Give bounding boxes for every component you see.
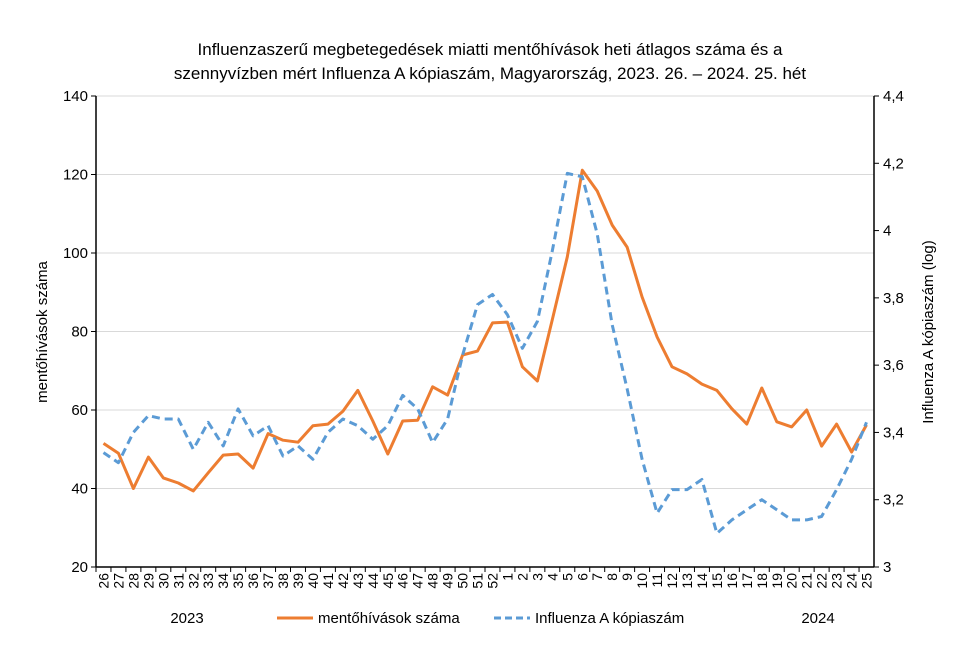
x-tick-label: 9	[619, 573, 635, 581]
x-tick-label: 51	[470, 573, 486, 589]
x-tick-label: 24	[844, 573, 860, 589]
x-tick-label: 48	[425, 573, 441, 589]
x-tick-label: 14	[694, 573, 710, 589]
x-tick-label: 22	[814, 573, 830, 589]
x-tick-label: 23	[829, 573, 845, 589]
x-tick-label: 20	[784, 573, 800, 589]
x-tick-label: 39	[290, 573, 306, 589]
legend-label-calls: mentőhívások száma	[318, 610, 460, 627]
x-tick-label: 4	[544, 573, 560, 581]
x-tick-label: 12	[664, 573, 680, 589]
x-tick-label: 44	[365, 573, 381, 589]
x-tick-label: 3	[529, 573, 545, 581]
x-tick-label: 32	[185, 573, 201, 589]
x-tick-label: 42	[335, 573, 351, 589]
x-tick-label: 45	[380, 573, 396, 589]
x-tick-label: 15	[709, 573, 725, 589]
x-tick-label: 40	[305, 573, 321, 589]
y-tick-label: 120	[63, 167, 88, 184]
y-tick-label: 80	[71, 324, 88, 341]
y2-tick-label: 4,2	[883, 155, 904, 172]
y2-tick-label: 4,4	[883, 88, 904, 105]
x-tick-label: 19	[769, 573, 785, 589]
y2-tick-label: 3,6	[883, 357, 904, 374]
x-tick-label: 17	[739, 573, 755, 589]
x-tick-label: 28	[125, 573, 141, 589]
x-tick-label: 46	[395, 573, 411, 589]
y-axis-title: mentőhívások száma	[34, 260, 51, 402]
y-tick-label: 140	[63, 88, 88, 105]
y2-axis-title: Influenza A kópiaszám (log)	[920, 240, 937, 423]
legend: mentőhívások száma Influenza A kópiaszám	[277, 610, 684, 627]
x-tick-label: 21	[799, 573, 815, 589]
x-tick-label: 52	[484, 573, 500, 589]
series-line-calls	[102, 168, 868, 493]
year-label-2024: 2024	[801, 610, 834, 627]
y2-tick-label: 4	[883, 223, 891, 240]
y2-tick-label: 3	[883, 559, 891, 576]
y-tick-label: 100	[63, 245, 88, 262]
x-tick-label: 11	[649, 573, 665, 588]
x-tick-label: 6	[574, 573, 590, 581]
x-tick-label: 38	[275, 573, 291, 589]
x-tick-label: 25	[859, 573, 875, 589]
x-tick-label: 35	[230, 573, 246, 589]
x-tick-label: 16	[724, 573, 740, 589]
y-tick-label: 60	[71, 402, 88, 419]
x-tick-label: 13	[679, 573, 695, 589]
legend-label-influenza: Influenza A kópiaszám	[535, 610, 684, 627]
x-tick-label: 5	[559, 573, 575, 581]
x-tick-label: 36	[245, 573, 261, 589]
x-tick-label: 37	[260, 573, 276, 589]
x-tick-label: 41	[320, 573, 336, 589]
x-tick-label: 10	[634, 573, 650, 589]
y2-tick-label: 3,4	[883, 424, 904, 441]
x-tick-label: 43	[350, 573, 366, 589]
x-tick-label: 30	[155, 573, 171, 589]
chart-title-line-1: Influenzaszerű megbetegedések miatti men…	[198, 40, 783, 59]
x-tick-label: 1	[499, 573, 515, 581]
y2-tick-label: 3,8	[883, 290, 904, 307]
x-tick-label: 50	[455, 573, 471, 589]
x-tick-label: 47	[410, 573, 426, 589]
x-tick-label: 2	[514, 573, 530, 581]
x-tick-label: 49	[440, 573, 456, 589]
x-tick-label: 27	[110, 573, 126, 589]
x-tick-label: 7	[589, 573, 605, 581]
year-label-2023: 2023	[170, 610, 203, 627]
x-tick-label: 31	[170, 573, 186, 589]
y2-tick-label: 3,2	[883, 492, 904, 509]
series-line-influenza	[102, 171, 868, 535]
x-tick-label: 29	[140, 573, 156, 589]
chart-title-line-2: szennyvízben mért Influenza A kópiaszám,…	[174, 64, 806, 83]
x-tick-label: 33	[200, 573, 216, 589]
y-tick-label: 40	[71, 481, 88, 498]
x-tick-label: 8	[604, 573, 620, 581]
y-tick-label: 20	[71, 559, 88, 576]
x-tick-label: 34	[215, 573, 231, 589]
x-tick-label: 18	[754, 573, 770, 589]
x-tick-label: 26	[95, 573, 111, 589]
